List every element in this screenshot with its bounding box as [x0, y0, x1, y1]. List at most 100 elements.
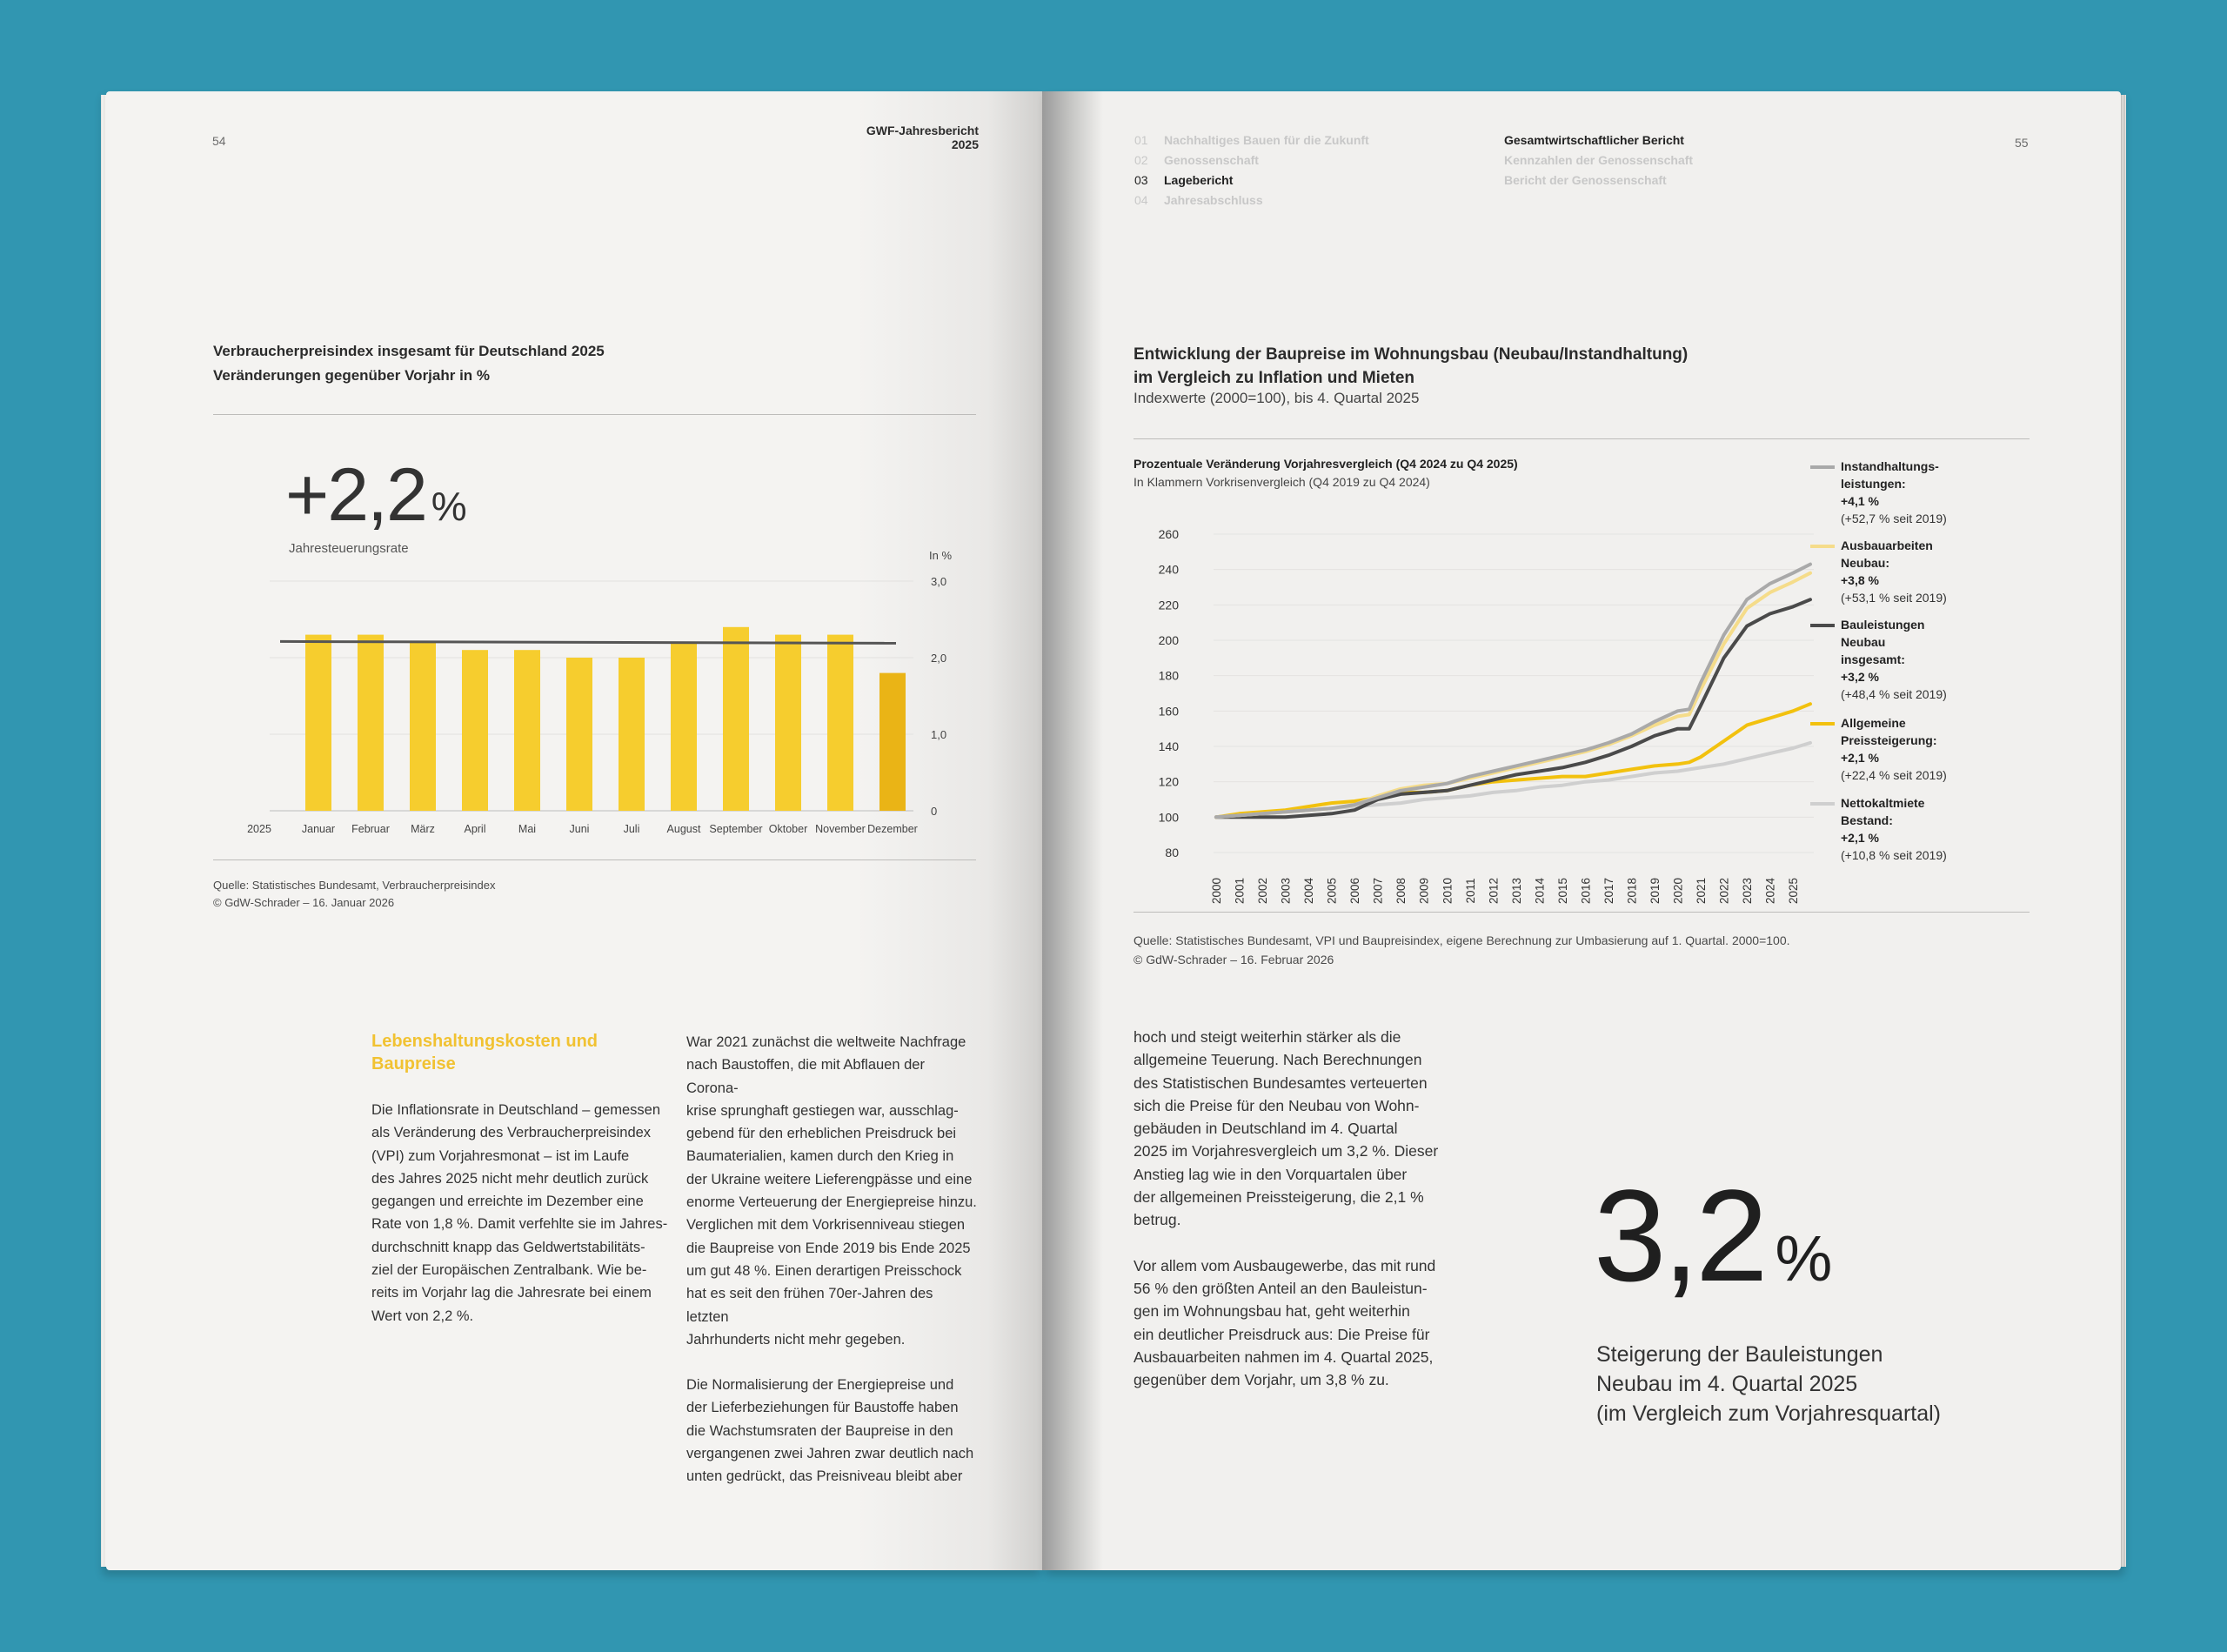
- x-tick-label: 2013: [1510, 878, 1523, 904]
- legend-item-ausbau: Ausbauarbeiten Neubau: +3,8 % (+53,1 % s…: [1841, 537, 1947, 606]
- nav-number: 01: [1134, 133, 1148, 147]
- text-line: War 2021 zunächst die weltweite Nachfrag…: [686, 1034, 966, 1050]
- right-page: [1042, 91, 2126, 1570]
- nav-item-03[interactable]: 03 Lagebericht: [1134, 171, 1369, 191]
- x-tick-label: Juni: [570, 823, 590, 835]
- bar: [879, 672, 906, 811]
- subnav-item[interactable]: Kennzahlen der Genossenschaft: [1504, 153, 1694, 167]
- bar: [410, 642, 436, 811]
- x-tick-label: 2010: [1441, 878, 1454, 904]
- legend-value: +2,1 %: [1841, 831, 1879, 845]
- y-tick-label: 260: [1159, 527, 1180, 541]
- y-tick-label: 2,0: [931, 652, 946, 665]
- text-line: allgemeine Teuerung. Nach Berechnungen: [1134, 1051, 1422, 1069]
- x-tick-label: 2002: [1256, 878, 1269, 904]
- y-tick-label: 140: [1159, 739, 1180, 753]
- text-line: betrug.: [1134, 1211, 1181, 1229]
- x-tick-label: März: [411, 823, 435, 835]
- x-tick-label: 2008: [1394, 878, 1408, 904]
- nav-label: Nachhaltiges Bauen für die Zukunft: [1164, 133, 1369, 147]
- legend-value: +2,1 %: [1841, 751, 1879, 765]
- y-tick-label: 100: [1159, 810, 1180, 824]
- legend-value: +4,1 %: [1841, 494, 1879, 508]
- right-column-text: War 2021 zunächst die weltweite Nachfrag…: [686, 1031, 978, 1488]
- x-tick-label: 2022: [1718, 878, 1731, 904]
- x-tick-label: 2000: [1210, 878, 1223, 904]
- cpi-bar-chart: Januar Februar März April Mai Juni Juli August S…: [247, 549, 952, 835]
- x-tick-label: Oktober: [769, 823, 807, 835]
- x-tick-label: 2021: [1695, 878, 1708, 904]
- legend-swatch: [1810, 624, 1835, 627]
- x-tick-label: 2001: [1234, 878, 1247, 904]
- nav-item-02[interactable]: 02 Genossenschaft: [1134, 150, 1369, 171]
- bar: [619, 658, 645, 811]
- nav-label: Jahresabschluss: [1164, 193, 1263, 207]
- text-line: (VPI) zum Vorjahresmonat – ist im Laufe: [371, 1147, 630, 1164]
- subnav-item[interactable]: Gesamtwirtschaftlicher Bericht: [1504, 133, 1684, 147]
- x-tick-label: 2014: [1533, 877, 1546, 904]
- text-line: reits im Vorjahr lag die Jahresrate bei …: [371, 1285, 652, 1301]
- book-gutter-shadow: [1042, 91, 1103, 1570]
- cpi-top-rule: [213, 414, 976, 415]
- caption-line: Steigerung der Bauleistungen: [1596, 1342, 1883, 1367]
- text-line: der Ukraine weitere Lieferengpässe und e…: [686, 1171, 973, 1187]
- legend-since: (+10,8 % seit 2019): [1841, 848, 1947, 862]
- x-tick-label: Juli: [624, 823, 640, 835]
- y-tick-label: 160: [1159, 704, 1180, 718]
- left-column-text: Die Inflationsrate in Deutschland – geme…: [371, 1099, 672, 1328]
- construction-big-caption: Steigerung der Bauleistungen Neubau im 4…: [1596, 1340, 1941, 1428]
- nav-number: 02: [1134, 153, 1148, 167]
- legend-name: Preissteigerung:: [1841, 733, 1937, 747]
- text-line: gegangen und erreichte im Dezember eine: [371, 1194, 644, 1210]
- legend-name: leistungen:: [1841, 477, 1906, 491]
- y-tick-label: 240: [1159, 563, 1180, 577]
- series-line: [1214, 598, 1812, 819]
- bar: [358, 634, 384, 811]
- series-line: [1214, 562, 1812, 819]
- y-axis-unit: In %: [929, 549, 952, 562]
- x-tick-label: April: [464, 823, 485, 835]
- legend-value: +3,8 %: [1841, 573, 1879, 587]
- text-line: vergangenen zwei Jahren zwar deutlich na…: [686, 1446, 974, 1462]
- text-line: der allgemeinen Preissteigerung, die 2,1…: [1134, 1188, 1424, 1207]
- x-tick-label: 2025: [1787, 878, 1800, 904]
- price-top-rule: [1134, 438, 2030, 439]
- text-line: hat es seit den frühen 70er-Jahren des l…: [686, 1286, 933, 1325]
- text-line: unten gedrückt, das Preisniveau bleibt a…: [686, 1468, 963, 1485]
- x-tick-label: 2009: [1418, 878, 1431, 904]
- y-tick-label: 220: [1159, 598, 1180, 612]
- text-line: gebend für den erheblichen Preisdruck be…: [686, 1126, 957, 1142]
- text-line: als Veränderung des Verbraucherpreisinde…: [371, 1125, 652, 1141]
- text-line: ziel der Europäischen Zentralbank. Wie b…: [371, 1262, 647, 1279]
- text-line: des Statistischen Bundesamtes verteuerte…: [1134, 1073, 1428, 1092]
- series-line: [1214, 702, 1812, 819]
- nav-label: Lagebericht: [1164, 173, 1234, 187]
- legend-name: Ausbauarbeiten: [1841, 538, 1933, 552]
- legend-name: Neubau: [1841, 635, 1886, 649]
- y-tick-label: 200: [1159, 633, 1180, 647]
- subnav-item[interactable]: Bericht der Genossenschaft: [1504, 173, 1667, 187]
- text-line: die Baupreise von Ende 2019 bis Ende 202…: [686, 1240, 971, 1256]
- nav-item-01[interactable]: 01 Nachhaltiges Bauen für die Zukunft: [1134, 130, 1369, 150]
- right-page-text: hoch und steigt weiterhin stärker als di…: [1134, 1026, 1481, 1391]
- text-line: 2025 im Vorjahresvergleich um 3,2 %. Die…: [1134, 1142, 1439, 1160]
- x-tick-label: 2020: [1672, 878, 1685, 904]
- inner-chart-subtitle: In Klammern Vorkrisenvergleich (Q4 2019 …: [1134, 475, 1430, 489]
- legend-swatch: [1810, 802, 1835, 806]
- text-line: Die Normalisierung der Energiepreise und: [686, 1377, 954, 1394]
- y-tick-label: 1,0: [931, 728, 946, 741]
- nav-label: Genossenschaft: [1164, 153, 1259, 167]
- bar: [462, 650, 488, 811]
- text-line: Verglichen mit dem Vorkrisenniveau stieg…: [686, 1217, 966, 1234]
- nav-item-04[interactable]: 04 Jahresabschluss: [1134, 191, 1369, 211]
- price-bottom-rule: [1134, 912, 2030, 913]
- nav-number: 03: [1134, 173, 1148, 187]
- x-tick-label: 2018: [1625, 878, 1638, 904]
- section-subnav: Gesamtwirtschaftlicher Bericht Kennzahle…: [1504, 130, 1693, 191]
- bar: [514, 650, 540, 811]
- text-line: 56 % den größten Anteil an den Bauleistu…: [1134, 1279, 1428, 1297]
- text-line: sich die Preise für den Neubau von Wohn-: [1134, 1096, 1420, 1114]
- price-line-chart: 80 100 120 140 160 180 200 220 240 260 2000 2001 20…: [1159, 527, 1814, 904]
- price-source: Quelle: Statistisches Bundesamt, VPI und…: [1134, 931, 1790, 969]
- x-tick-label: 2012: [1487, 878, 1500, 904]
